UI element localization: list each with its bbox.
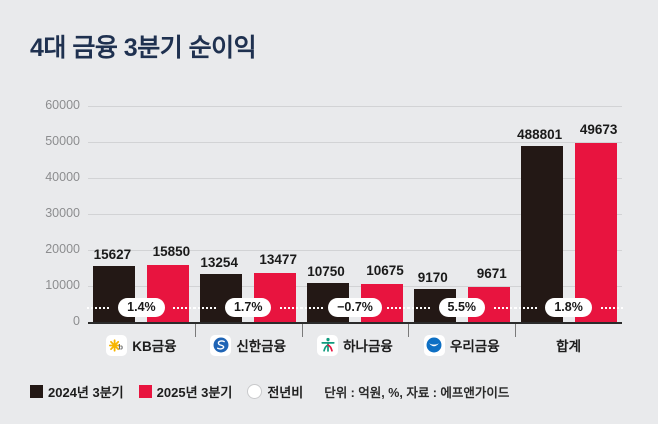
category-KB금융: b KB금융 (88, 330, 195, 360)
badge-connector-right (493, 307, 516, 309)
yoy-change-badge-합계: 1.8% (514, 296, 623, 318)
page-title: 4대 금융 3분기 순이익 (30, 34, 257, 62)
badge-connector-right (280, 307, 303, 309)
legend-item-1: 2025년 3분기 (138, 382, 233, 401)
gridline (88, 214, 622, 215)
woori-logo-icon (423, 334, 445, 356)
gridline (88, 178, 622, 179)
category-우리금융: 우리금융 (408, 330, 515, 360)
kb-logo-icon: b (106, 334, 128, 356)
y-axis-tick-label: 50000 (45, 134, 80, 148)
y-axis-tick-label: 40000 (45, 170, 80, 184)
red-square-icon (138, 385, 152, 398)
bar-2024-합계 (520, 146, 563, 322)
category-label: 하나금융 (343, 339, 393, 354)
bar-value-2024-합계: 488801 (517, 127, 563, 143)
badge-connector-left (194, 307, 217, 309)
y-axis-tick-label: 60000 (45, 98, 80, 112)
legend-item-0: 2024년 3분기 (30, 382, 124, 401)
category-신한금융: 신한금융 (195, 330, 302, 360)
bar-value-2024-우리금융: 9170 (417, 269, 448, 285)
yoy-change-value: 5.5% (438, 297, 486, 317)
badge-connector-left (514, 307, 537, 309)
category-하나금융: 하나금융 (302, 330, 409, 360)
chart-source-note: 단위 : 억원, %, 자료 : 에프앤가이드 (324, 386, 510, 400)
bar-value-2025-하나금융: 10675 (366, 262, 404, 278)
legend: 2024년 3분기 2025년 3분기 전년비 단위 : 억원, %, 자료 : 에프… (30, 382, 509, 401)
bar-value-2024-KB금융: 15627 (93, 246, 132, 262)
badge-connector-left (407, 307, 430, 309)
legend-label: 전년비 (267, 385, 304, 400)
legend-item-2: 전년비 (247, 382, 303, 401)
yoy-change-value: 1.4% (118, 297, 165, 317)
legend-label: 2024년 3분기 (48, 385, 124, 400)
category-합계: 합계 (515, 330, 622, 360)
axis-tick (515, 324, 517, 337)
white-circle-icon (247, 384, 263, 399)
x-axis-baseline (88, 322, 622, 324)
axis-tick (301, 324, 303, 337)
legend-label: 2025년 3분기 (156, 385, 233, 400)
hana-logo-icon (317, 334, 339, 356)
gridline (88, 286, 622, 287)
y-axis-tick-label: 30000 (45, 206, 80, 220)
y-axis-tick-label: 10000 (45, 278, 80, 292)
badge-connector-right (173, 307, 196, 309)
gridline (88, 142, 622, 143)
y-axis-tick-label: 0 (73, 314, 80, 328)
badge-connector-right (387, 307, 409, 309)
axis-tick (194, 324, 196, 337)
bar-value-2024-신한금융: 13254 (200, 255, 238, 271)
bar-value-2025-합계: 49673 (579, 122, 618, 138)
category-label: 우리금융 (449, 339, 500, 354)
category-label: 합계 (556, 339, 581, 354)
bar-value-2025-신한금융: 13477 (259, 252, 297, 268)
dark-square-icon (30, 385, 43, 398)
gridline (88, 250, 622, 251)
badge-connector-left (87, 307, 110, 309)
y-axis-tick-label: 20000 (45, 242, 80, 256)
gridline (88, 106, 622, 107)
category-label: KB금융 (132, 339, 177, 354)
svg-text:b: b (119, 342, 124, 351)
badge-connector-right (600, 307, 623, 309)
shinhan-logo-icon (210, 334, 232, 356)
yoy-change-value: 1.7% (224, 297, 272, 317)
bar-2025-합계 (574, 143, 617, 322)
bar-value-2024-하나금융: 10750 (307, 264, 345, 280)
yoy-change-badge-KB금융: 1.4% (87, 296, 196, 318)
yoy-change-value: 1.8% (545, 297, 592, 317)
badge-connector-left (301, 307, 323, 309)
yoy-change-badge-신한금융: 1.7% (194, 296, 303, 318)
axis-tick (408, 324, 410, 337)
category-label: 신한금융 (236, 339, 287, 354)
yoy-change-badge-우리금융: 5.5% (407, 296, 516, 318)
yoy-change-badge-하나금융: −0.7% (301, 296, 409, 318)
bar-value-2025-KB금융: 15850 (152, 243, 191, 259)
yoy-change-value: −0.7% (328, 297, 382, 317)
bar-value-2025-우리금융: 9671 (476, 266, 507, 282)
